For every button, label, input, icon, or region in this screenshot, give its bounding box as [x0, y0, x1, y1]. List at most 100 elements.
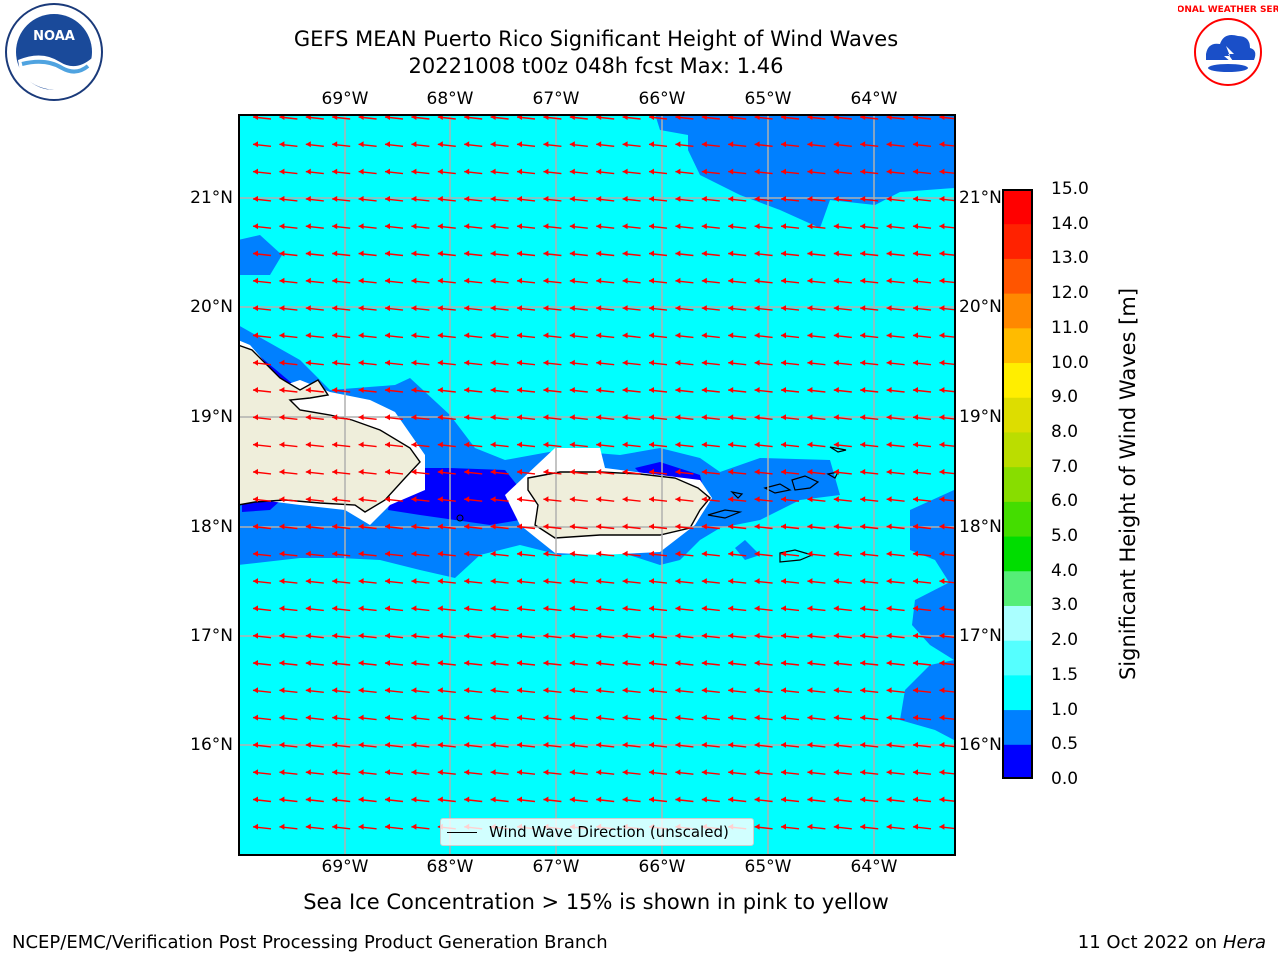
wave-direction-arrowhead	[622, 741, 628, 748]
wave-direction-arrowhead	[807, 714, 813, 721]
wave-direction-arrowhead	[807, 523, 813, 530]
wave-direction-arrowhead	[385, 414, 390, 421]
wave-direction-arrowhead	[649, 769, 654, 776]
wave-direction-arrowhead	[886, 168, 892, 175]
wave-direction-arrowhead	[913, 550, 918, 557]
colorbar-tick-label: 2.0	[1051, 630, 1079, 651]
wave-direction-arrowhead	[437, 223, 443, 230]
wave-direction-arrowhead	[913, 796, 918, 803]
wave-direction-arrowhead	[490, 195, 496, 202]
wave-direction-arrowhead	[517, 414, 522, 421]
wave-direction-arrowhead	[754, 168, 760, 175]
wave-direction-arrowhead	[622, 305, 628, 312]
wave-direction-arrowhead	[543, 414, 549, 421]
wave-direction-arrowhead	[543, 141, 549, 148]
wave-direction-arrowhead	[464, 796, 470, 803]
wave-direction-arrowhead	[385, 550, 390, 557]
wave-direction-arrowhead	[437, 195, 443, 202]
lat-label-left: 16°N	[190, 735, 233, 755]
wave-direction-arrowhead	[279, 823, 285, 830]
wave-direction-arrowhead	[385, 714, 390, 721]
wave-direction-arrowhead	[649, 359, 654, 366]
wave-direction-arrowhead	[596, 769, 602, 776]
wave-direction-arrowhead	[939, 496, 945, 503]
wave-direction-arrowhead	[886, 687, 892, 694]
wave-direction-arrowhead	[437, 468, 443, 475]
wave-direction-arrowhead	[437, 523, 443, 530]
wave-direction-arrowhead	[385, 250, 390, 257]
wave-direction-arrowhead	[754, 223, 760, 230]
wave-direction-arrowhead	[464, 687, 470, 694]
wave-direction-arrowhead	[675, 223, 681, 230]
wave-direction-arrowhead	[807, 769, 813, 776]
wave-direction-arrowhead	[675, 578, 681, 585]
wave-direction-arrowhead	[649, 468, 654, 475]
wave-direction-arrowhead	[728, 468, 734, 475]
wave-direction-arrowhead	[649, 223, 654, 230]
wave-direction-arrowhead	[622, 168, 628, 175]
wave-direction-arrowhead	[913, 741, 918, 748]
wave-direction-arrowhead	[754, 387, 760, 393]
wave-direction-arrowhead	[675, 468, 681, 475]
lat-label-right: 17°N	[959, 626, 1002, 646]
wave-direction-arrowhead	[517, 496, 522, 503]
wave-direction-arrowhead	[332, 578, 338, 585]
wave-direction-arrowhead	[913, 305, 918, 312]
wave-direction-arrowhead	[490, 741, 496, 748]
wave-direction-arrowhead	[781, 468, 786, 475]
wave-direction-arrowhead	[649, 496, 654, 503]
wave-direction-arrowhead	[860, 250, 866, 257]
wave-direction-arrowhead	[675, 523, 681, 530]
wave-direction-arrowhead	[701, 660, 707, 666]
wave-direction-arrowhead	[886, 277, 892, 284]
wave-direction-arrowhead	[701, 414, 707, 421]
wave-direction-arrowhead	[517, 687, 522, 694]
wave-direction-arrowhead	[754, 414, 760, 421]
wave-direction-arrowhead	[833, 359, 839, 366]
wave-direction-arrowhead	[358, 714, 364, 721]
wave-direction-arrowhead	[437, 305, 443, 312]
wave-direction-arrowhead	[411, 250, 417, 257]
wave-direction-arrowhead	[675, 632, 681, 639]
wave-direction-arrowhead	[569, 496, 575, 503]
wave-direction-arrowhead	[411, 741, 417, 748]
wave-direction-arrowhead	[754, 687, 760, 694]
wave-direction-arrowhead	[701, 168, 707, 175]
wave-direction-arrowhead	[332, 550, 338, 557]
wave-direction-arrowhead	[886, 141, 892, 148]
wave-direction-arrowhead	[569, 277, 575, 284]
wave-direction-arrowhead	[464, 141, 470, 148]
wave-direction-arrowhead	[596, 414, 602, 421]
wave-direction-arrowhead	[596, 660, 602, 666]
wave-direction-arrowhead	[517, 714, 522, 721]
wave-direction-arrowhead	[385, 223, 390, 230]
wave-direction-arrowhead	[701, 141, 707, 148]
colorbar-segment	[1002, 327, 1033, 364]
wave-direction-arrowhead	[781, 223, 786, 230]
wave-direction-arrowhead	[886, 632, 892, 639]
wave-direction-arrowhead	[886, 523, 892, 530]
wave-direction-arrowhead	[358, 605, 364, 612]
lon-label-bottom: 69°W	[321, 857, 369, 877]
wave-direction-arrowhead	[517, 250, 522, 257]
colorbar-segment	[1002, 466, 1033, 502]
wave-direction-arrowhead	[675, 796, 681, 803]
wave-direction-arrowhead	[860, 578, 866, 585]
wave-direction-arrowhead	[464, 605, 470, 612]
wave-direction-arrowhead	[332, 741, 338, 748]
wave-direction-arrowhead	[833, 387, 839, 393]
wave-direction-arrowhead	[860, 496, 866, 503]
wave-direction-arrowhead	[411, 660, 417, 666]
wave-direction-arrowhead	[569, 578, 575, 585]
wave-direction-arrowhead	[728, 305, 734, 312]
wave-direction-arrowhead	[913, 277, 918, 284]
wave-direction-arrowhead	[464, 414, 470, 421]
wave-direction-arrowhead	[437, 605, 443, 612]
wave-direction-arrowhead	[279, 714, 285, 721]
wave-height-map	[238, 114, 954, 854]
wave-direction-arrowhead	[649, 714, 654, 721]
colorbar-tick-label: 1.0	[1051, 699, 1079, 720]
footer-credit: NCEP/EMC/Verification Post Processing Pr…	[12, 932, 608, 953]
wave-direction-arrowhead	[860, 714, 866, 721]
wave-direction-arrowhead	[728, 769, 734, 776]
